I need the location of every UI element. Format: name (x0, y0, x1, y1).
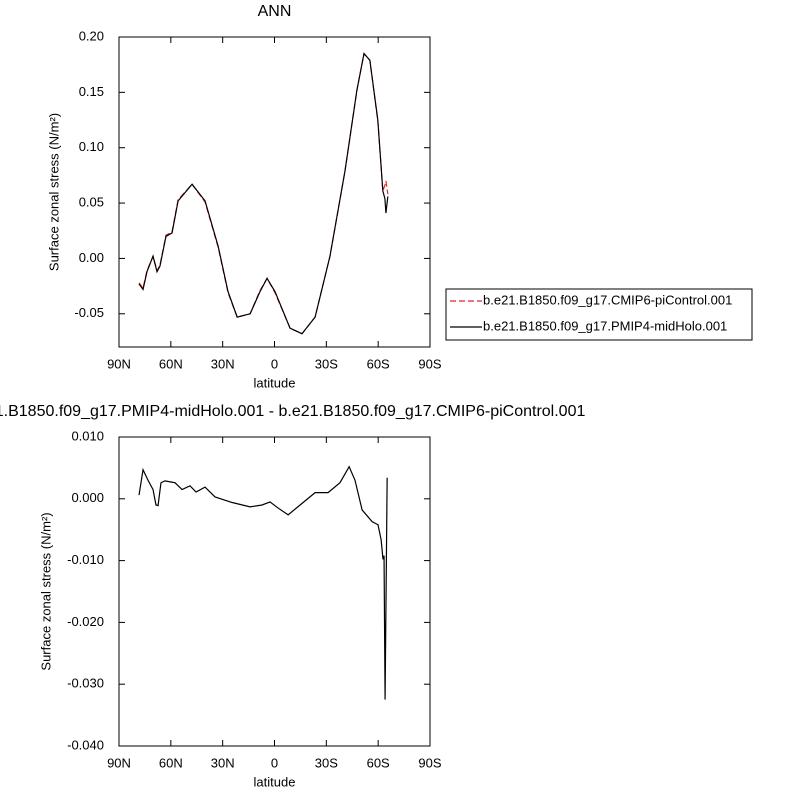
x-tick-label: 0 (271, 356, 278, 371)
y-tick-label: 0.05 (79, 195, 104, 210)
legend-box (445, 288, 753, 341)
x-tick-label: 30S (315, 356, 338, 371)
y-tick-label: -0.05 (74, 305, 104, 320)
y-tick-label: 0.000 (71, 490, 104, 505)
x-tick-label: 60N (159, 356, 183, 371)
y-tick-label: 0.10 (79, 139, 104, 154)
x-tick-label: 0 (271, 755, 278, 770)
x-tick-label: 60N (159, 755, 183, 770)
y-tick-label: -0.030 (67, 676, 104, 691)
x-axis-label: latitude (254, 774, 296, 789)
y-tick-label: -0.040 (67, 737, 104, 752)
data-line (138, 52, 389, 335)
data-line (138, 465, 388, 700)
x-tick-label: 90N (107, 356, 131, 371)
x-tick-label: 30N (211, 755, 235, 770)
x-tick-label: 30N (211, 356, 235, 371)
y-tick-label: 0.010 (71, 428, 104, 443)
y-tick-label: -0.010 (67, 552, 104, 567)
plot-frame (118, 436, 431, 747)
x-tick-label: 60S (367, 755, 390, 770)
y-tick-label: -0.020 (67, 614, 104, 629)
data-line (138, 52, 389, 335)
y-tick-label: 0.15 (79, 84, 104, 99)
y-axis-label: Surface zonal stress (N/m²) (38, 512, 53, 670)
x-tick-label: 30S (315, 755, 338, 770)
x-tick-label: 90S (418, 356, 441, 371)
chart-title: b.e21.B1850.f09_g17.PMIP4-midHolo.001 - … (0, 403, 585, 420)
y-axis-label: Surface zonal stress (N/m²) (46, 113, 61, 271)
legend-label: b.e21.B1850.f09_g17.CMIP6-piControl.001 (483, 292, 732, 307)
x-tick-label: 60S (367, 356, 390, 371)
x-tick-label: 90N (107, 755, 131, 770)
x-axis-label: latitude (254, 375, 296, 390)
x-tick-label: 90S (418, 755, 441, 770)
legend-label: b.e21.B1850.f09_g17.PMIP4-midHolo.001 (483, 318, 727, 333)
y-tick-label: 0.20 (79, 28, 104, 43)
chart-title: ANN (258, 3, 292, 20)
y-tick-label: 0.00 (79, 250, 104, 265)
